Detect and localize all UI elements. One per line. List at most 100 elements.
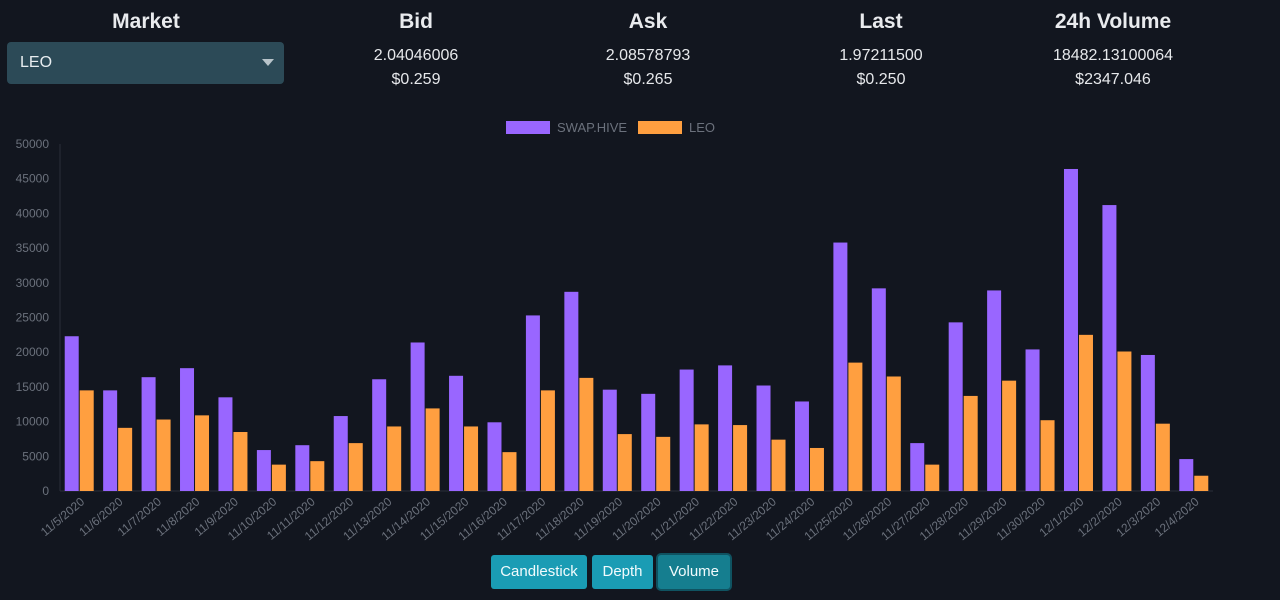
bar-swap-hive [718,365,733,491]
bar-swap-hive [948,322,963,491]
bar-leo [195,415,210,491]
tab-depth[interactable]: Depth [592,555,653,589]
bar-swap-hive [525,315,540,491]
bar-leo [656,436,671,491]
ask-column: Ask 2.08578793 $0.265 [548,8,748,90]
tab-volume[interactable]: Volume [658,555,730,589]
bar-leo [1194,475,1209,491]
bar-swap-hive [1102,205,1117,491]
y-tick-label: 10000 [16,415,50,429]
bar-swap-hive [141,377,156,491]
bar-leo [733,425,748,491]
bar-swap-hive [910,443,925,491]
market-heading: Market [112,10,180,33]
bar-leo [886,376,901,491]
y-tick-label: 20000 [16,345,50,359]
legend-label: LEO [689,120,715,135]
bar-swap-hive [372,379,387,491]
ask-usd: $0.265 [623,71,673,88]
tab-candlestick[interactable]: Candlestick [491,555,587,589]
volume-usd: $2347.046 [1075,71,1151,88]
y-tick-label: 35000 [16,241,50,255]
bar-swap-hive [218,397,233,491]
bid-column: Bid 2.04046006 $0.259 [316,8,516,90]
bar-swap-hive [256,450,271,491]
volume-column: 24h Volume 18482.13100064 $2347.046 [1013,8,1213,90]
legend-label: SWAP.HIVE [557,120,627,135]
bar-leo [1117,351,1132,491]
last-heading: Last [859,10,903,33]
legend-swatch [506,121,550,134]
volume-heading: 24h Volume [1054,10,1172,33]
bar-swap-hive [64,336,79,491]
market-column: Market [8,8,284,36]
y-tick-label: 50000 [16,137,50,151]
chevron-down-icon [262,59,274,66]
bar-swap-hive [1025,349,1040,491]
bar-leo [233,432,248,491]
bar-swap-hive [1063,168,1078,491]
bid-value: 2.04046006 [373,47,459,64]
bar-swap-hive [602,389,617,491]
bar-swap-hive [794,401,809,491]
y-tick-label: 5000 [22,449,49,463]
bar-leo [348,443,363,491]
bar-leo [156,419,171,491]
bar-swap-hive [333,416,348,491]
bar-swap-hive [295,445,310,491]
bar-swap-hive [871,288,886,491]
last-column: Last 1.97211500 $0.250 [781,8,981,90]
bar-swap-hive [641,393,656,491]
bar-swap-hive [103,390,118,491]
bid-usd: $0.259 [391,71,441,88]
volume-chart: 0 5000 10000 15000 20000 25000 30000 35000 40000… [16,120,1213,543]
bar-swap-hive [679,369,694,491]
bar-swap-hive [987,290,1002,491]
bar-leo [1040,420,1055,491]
bar-leo [963,395,978,491]
y-tick-label: 45000 [16,172,50,186]
bar-leo [1002,380,1017,491]
bar-swap-hive [180,368,195,491]
bar-swap-hive [564,291,579,491]
bar-leo [310,461,325,491]
bid-heading: Bid [399,10,433,33]
ask-heading: Ask [628,10,668,33]
bar-leo [925,464,940,491]
bar-leo [502,452,517,491]
volume-value: 18482.13100064 [1052,47,1174,64]
y-tick-label: 15000 [16,380,50,394]
bar-swap-hive [1179,459,1194,491]
bar-swap-hive [410,342,425,491]
last-value: 1.97211500 [839,47,923,64]
bar-leo [848,362,863,491]
y-tick-label: 30000 [16,276,50,290]
bar-leo [540,390,555,491]
market-select-value: LEO [20,54,53,71]
bar-leo [579,377,594,491]
bar-leo [79,390,94,491]
bar-leo [617,434,632,491]
bar-leo [464,426,479,491]
bar-leo [1078,334,1093,491]
ask-value: 2.08578793 [605,47,691,64]
bar-leo [809,447,824,491]
y-tick-label: 0 [42,484,49,498]
bar-leo [118,427,133,491]
bar-leo [425,408,440,491]
bar-leo [1155,423,1170,491]
bar-leo [271,464,286,491]
y-tick-label: 40000 [16,206,50,220]
bar-swap-hive [449,375,464,491]
bar-leo [771,439,786,491]
bar-swap-hive [487,422,502,491]
last-usd: $0.250 [856,71,906,88]
y-tick-label: 25000 [16,311,50,325]
market-select[interactable]: LEO [7,42,284,84]
bar-swap-hive [756,385,771,491]
bar-swap-hive [1140,354,1155,491]
bar-swap-hive [833,242,848,491]
legend-swatch [638,121,682,134]
bar-leo [387,426,402,491]
bar-leo [694,424,709,491]
